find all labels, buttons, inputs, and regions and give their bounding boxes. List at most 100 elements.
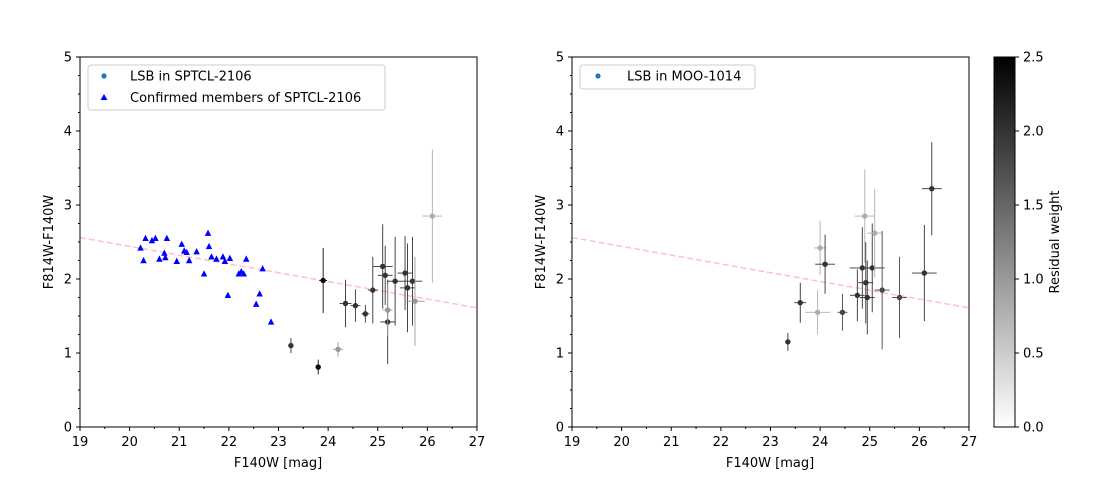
colorbar-gradient (993, 56, 1016, 428)
member-triangle-point (226, 254, 234, 261)
member-triangle-point (204, 229, 212, 236)
x-tick-label: 22 (221, 435, 238, 450)
member-triangle-point (219, 253, 227, 260)
right-legend-label-lsb: LSB in MOO-1014 (627, 70, 741, 85)
colorbar-tick-label: 2.5 (1023, 51, 1044, 66)
colorbar-tick-label: 1.5 (1023, 199, 1044, 214)
x-tick-label: 25 (861, 435, 878, 450)
x-tick-label: 26 (911, 435, 928, 450)
lsb-point (929, 186, 935, 192)
colorbar-tick-label: 2.0 (1023, 125, 1044, 140)
x-tick-label: 26 (419, 435, 436, 450)
x-tick-label: 27 (469, 435, 486, 450)
x-tick-label: 19 (72, 435, 89, 450)
right-x-axis-label: F140W [mag] (726, 456, 814, 471)
lsb-point (409, 278, 416, 284)
legend-triangle-marker (100, 94, 108, 100)
lsb-point (822, 261, 828, 267)
lsb-point (814, 309, 821, 315)
x-tick-label: 27 (961, 435, 978, 450)
left-legend-box (87, 64, 386, 111)
x-tick-label: 19 (564, 435, 581, 450)
left-legend: LSB in SPTCL-2106 Confirmed members of S… (87, 64, 386, 111)
member-triangle-point (243, 255, 250, 262)
lsb-point (785, 339, 791, 345)
lsb-point (384, 307, 391, 313)
member-triangle-point (148, 236, 156, 244)
member-triangle-point (208, 253, 215, 260)
y-tick-label: 1 (64, 347, 72, 362)
lsb-point (288, 342, 294, 349)
lsb-point (921, 270, 928, 276)
lsb-point (797, 299, 803, 306)
lsb-point (392, 278, 398, 284)
lsb-point (320, 277, 326, 284)
x-tick-label: 21 (171, 435, 188, 450)
x-tick-label: 24 (812, 435, 829, 450)
member-triangle-point (140, 256, 147, 264)
y-tick-label: 3 (556, 199, 564, 214)
member-triangle-point (256, 290, 263, 297)
right-legend-box (579, 64, 756, 90)
member-triangle-point (205, 242, 213, 250)
lsb-point (862, 213, 868, 219)
lsb-point (335, 346, 341, 352)
y-tick-label: 3 (64, 199, 72, 214)
left-legend-label-members: Confirmed members of SPTCL-2106 (130, 91, 361, 106)
member-triangle-point (240, 270, 248, 277)
x-tick-label: 20 (121, 435, 138, 450)
lsb-point (380, 263, 386, 270)
lsb-point (412, 298, 418, 304)
member-triangle-point (178, 240, 185, 247)
lsb-point (817, 245, 823, 251)
x-tick-label: 21 (663, 435, 680, 450)
lsb-point (872, 230, 878, 236)
member-triangle-point (224, 291, 232, 298)
y-tick-label: 1 (556, 347, 564, 362)
left-x-axis-label: F140W [mag] (234, 456, 322, 471)
member-triangle-point (193, 248, 200, 255)
member-triangle-point (163, 234, 171, 241)
member-triangle-point (142, 234, 149, 241)
member-triangle-point (156, 255, 163, 262)
colorbar-tick-label: 1.0 (1023, 273, 1044, 288)
x-tick-label: 20 (613, 435, 630, 450)
left-axes-frame (79, 56, 478, 428)
colorbar-tick-label: 0.0 (1023, 421, 1044, 436)
y-tick-label: 0 (556, 421, 564, 436)
member-triangle-point (152, 234, 159, 241)
lsb-point (896, 294, 903, 301)
y-tick-label: 2 (64, 273, 72, 288)
colorbar-tick-label: 0.5 (1023, 347, 1044, 362)
lsb-point (864, 294, 870, 301)
right-legend: LSB in MOO-1014 (579, 64, 756, 90)
left-legend-label-lsb: LSB in SPTCL-2106 (130, 70, 252, 85)
member-triangle-point (173, 257, 181, 264)
lsb-point (879, 287, 885, 293)
y-tick-label: 5 (556, 51, 564, 66)
right-axes-frame (571, 56, 970, 428)
member-triangle-point (185, 256, 193, 264)
colorbar: 0.0 0.5 1.0 1.5 2.0 2.5 Residual weight (993, 51, 1063, 436)
legend-circle-marker (595, 73, 601, 79)
y-tick-label: 0 (64, 421, 72, 436)
y-tick-label: 4 (556, 125, 564, 140)
x-tick-label: 23 (762, 435, 779, 450)
right-y-axis-label: F814W-F140W (534, 195, 549, 290)
member-triangle-point (200, 270, 208, 277)
lsb-point (839, 309, 846, 315)
trend-line (572, 236, 969, 309)
right-plot-content (572, 142, 969, 351)
trend-line (80, 236, 477, 309)
lsb-point (404, 285, 411, 291)
y-tick-label: 2 (556, 273, 564, 288)
x-tick-label: 23 (270, 435, 287, 450)
lsb-point (352, 302, 359, 309)
y-tick-label: 4 (64, 125, 72, 140)
x-tick-label: 22 (713, 435, 730, 450)
lsb-point (429, 213, 436, 219)
